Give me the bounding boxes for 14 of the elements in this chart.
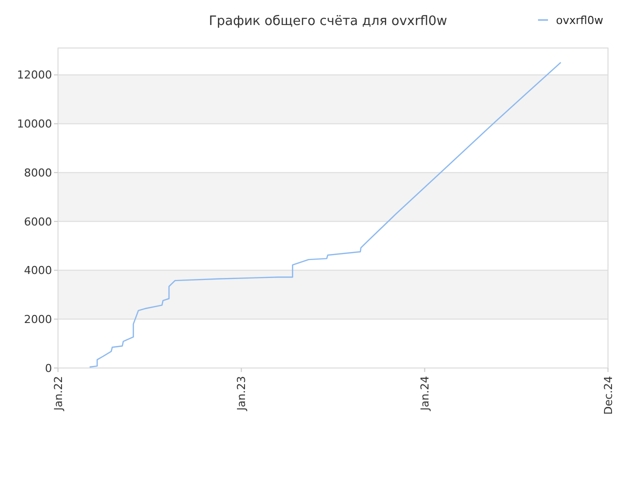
x-tick-label: Jan.23 <box>235 376 248 412</box>
x-tick-label: Dec.24 <box>602 376 615 415</box>
x-tick-label: Jan.24 <box>418 376 432 412</box>
y-tick-label: 12000 <box>17 68 52 82</box>
x-tick-label: Jan.22 <box>52 376 65 412</box>
y-tick-label: 8000 <box>24 166 52 180</box>
y-tick-label: 2000 <box>24 312 52 326</box>
y-tick-label: 6000 <box>24 215 52 228</box>
line-series <box>89 62 562 368</box>
y-tick-label: 0 <box>45 362 52 375</box>
y-tick-label: 10000 <box>17 118 52 131</box>
legend-label: ovxrfl0w <box>556 14 604 27</box>
chart-title: График общего счёта для ovxrfl0w <box>208 14 448 29</box>
y-tick-label: 4000 <box>24 264 52 278</box>
